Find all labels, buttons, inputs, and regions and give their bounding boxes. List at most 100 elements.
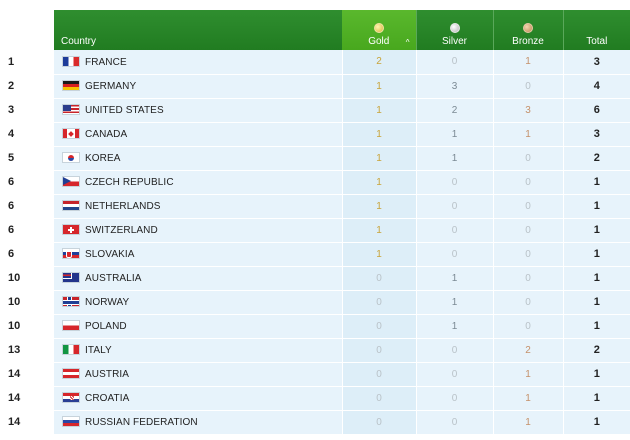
bronze-header-label: Bronze: [512, 36, 544, 47]
gold-count: 0: [341, 410, 416, 435]
country-cell[interactable]: SLOVAKIA: [54, 242, 342, 267]
country-name: ITALY: [85, 345, 112, 356]
table-row[interactable]: 6 CZECH REPUBLIC 1 0 0 1: [0, 170, 630, 195]
country-cell[interactable]: SWITZERLAND: [54, 218, 342, 243]
country-cell[interactable]: CANADA: [54, 122, 342, 147]
total-count: 1: [562, 266, 630, 291]
country-cell[interactable]: ITALY: [54, 338, 342, 363]
rank-cell: 1: [0, 50, 54, 75]
country-name: RUSSIAN FEDERATION: [85, 417, 198, 428]
medal-table: Country Gold ^ Silver: [0, 10, 630, 435]
gold-count: 0: [341, 266, 416, 291]
silver-count: 0: [415, 338, 493, 363]
table-row[interactable]: 6 SWITZERLAND 1 0 0 1: [0, 218, 630, 243]
gold-count: 1: [341, 74, 416, 99]
table-row[interactable]: 3 UNITED STATES 1 2 3 6: [0, 98, 630, 123]
bronze-count: 0: [492, 242, 563, 267]
country-cell[interactable]: CZECH REPUBLIC: [54, 170, 342, 195]
total-count: 6: [562, 98, 630, 123]
rank-cell: 6: [0, 194, 54, 219]
country-cell[interactable]: POLAND: [54, 314, 342, 339]
country-cell[interactable]: AUSTRALIA: [54, 266, 342, 291]
table-row[interactable]: 14 AUSTRIA 0 0 1 1: [0, 362, 630, 387]
table-row[interactable]: 5 KOREA 1 1 0 2: [0, 146, 630, 171]
flag-united-states-icon: [62, 104, 80, 115]
country-name: CANADA: [85, 129, 128, 140]
rank-cell: 3: [0, 98, 54, 123]
silver-count: 1: [415, 122, 493, 147]
country-cell[interactable]: UNITED STATES: [54, 98, 342, 123]
rank-cell: 6: [0, 170, 54, 195]
flag-croatia-icon: [62, 392, 80, 403]
table-row[interactable]: 4 CANADA 1 1 1 3: [0, 122, 630, 147]
country-cell[interactable]: AUSTRIA: [54, 362, 342, 387]
bronze-count: 0: [492, 218, 563, 243]
flag-italy-icon: [62, 344, 80, 355]
country-cell[interactable]: FRANCE: [54, 50, 342, 75]
silver-count: 0: [415, 362, 493, 387]
table-row[interactable]: 14 CROATIA 0 0 1 1: [0, 386, 630, 411]
table-row[interactable]: 13 ITALY 0 0 2 2: [0, 338, 630, 363]
silver-count: 0: [415, 218, 493, 243]
country-name: CZECH REPUBLIC: [85, 177, 174, 188]
silver-count: 1: [415, 146, 493, 171]
silver-header-label: Silver: [441, 36, 467, 47]
table-row[interactable]: 6 NETHERLANDS 1 0 0 1: [0, 194, 630, 219]
gold-count: 0: [341, 386, 416, 411]
bronze-count: 1: [492, 122, 563, 147]
table-row[interactable]: 10 POLAND 0 1 0 1: [0, 314, 630, 339]
silver-count: 0: [415, 386, 493, 411]
gold-count: 0: [341, 314, 416, 339]
country-column-header[interactable]: Country: [54, 10, 342, 50]
bronze-count: 1: [492, 386, 563, 411]
country-name: NETHERLANDS: [85, 201, 161, 212]
bronze-count: 1: [492, 362, 563, 387]
country-name: SLOVAKIA: [85, 249, 135, 260]
rank-cell: 10: [0, 266, 54, 291]
flag-switzerland-icon: [62, 224, 80, 235]
rank-header: [0, 10, 54, 50]
table-row[interactable]: 10 AUSTRALIA 0 1 0 1: [0, 266, 630, 291]
gold-count: 0: [341, 290, 416, 315]
flag-norway-icon: [62, 296, 80, 307]
gold-count: 1: [341, 122, 416, 147]
gold-count: 1: [341, 98, 416, 123]
country-cell[interactable]: KOREA: [54, 146, 342, 171]
bronze-column-header[interactable]: Bronze: [493, 10, 564, 50]
country-cell[interactable]: RUSSIAN FEDERATION: [54, 410, 342, 435]
bronze-count: 1: [492, 410, 563, 435]
gold-count: 0: [341, 362, 416, 387]
silver-column-header[interactable]: Silver: [416, 10, 494, 50]
sort-ascending-icon[interactable]: ^: [405, 38, 410, 47]
total-count: 1: [562, 410, 630, 435]
total-count: 1: [562, 194, 630, 219]
flag-poland-icon: [62, 320, 80, 331]
country-cell[interactable]: NORWAY: [54, 290, 342, 315]
gold-count: 2: [341, 50, 416, 75]
table-row[interactable]: 2 GERMANY 1 3 0 4: [0, 74, 630, 99]
silver-count: 0: [415, 194, 493, 219]
rank-cell: 6: [0, 242, 54, 267]
table-row[interactable]: 6 SLOVAKIA 1 0 0 1: [0, 242, 630, 267]
country-cell[interactable]: CROATIA: [54, 386, 342, 411]
bronze-count: 0: [492, 314, 563, 339]
rank-cell: 5: [0, 146, 54, 171]
silver-count: 1: [415, 314, 493, 339]
rank-cell: 4: [0, 122, 54, 147]
total-count: 3: [562, 50, 630, 75]
total-header-label: Total: [586, 36, 608, 47]
country-name: GERMANY: [85, 81, 137, 92]
bronze-count: 2: [492, 338, 563, 363]
bronze-medal-icon: [523, 23, 533, 33]
silver-count: 2: [415, 98, 493, 123]
table-row[interactable]: 14 RUSSIAN FEDERATION 0 0 1 1: [0, 410, 630, 435]
table-row[interactable]: 10 NORWAY 0 1 0 1: [0, 290, 630, 315]
table-row[interactable]: 1 FRANCE 2 0 1 3: [0, 50, 630, 75]
gold-count: 1: [341, 170, 416, 195]
bronze-count: 0: [492, 170, 563, 195]
total-column-header[interactable]: Total: [563, 10, 630, 50]
country-cell[interactable]: NETHERLANDS: [54, 194, 342, 219]
gold-column-header[interactable]: Gold ^: [342, 10, 417, 50]
country-cell[interactable]: GERMANY: [54, 74, 342, 99]
flag-russian-federation-icon: [62, 416, 80, 427]
